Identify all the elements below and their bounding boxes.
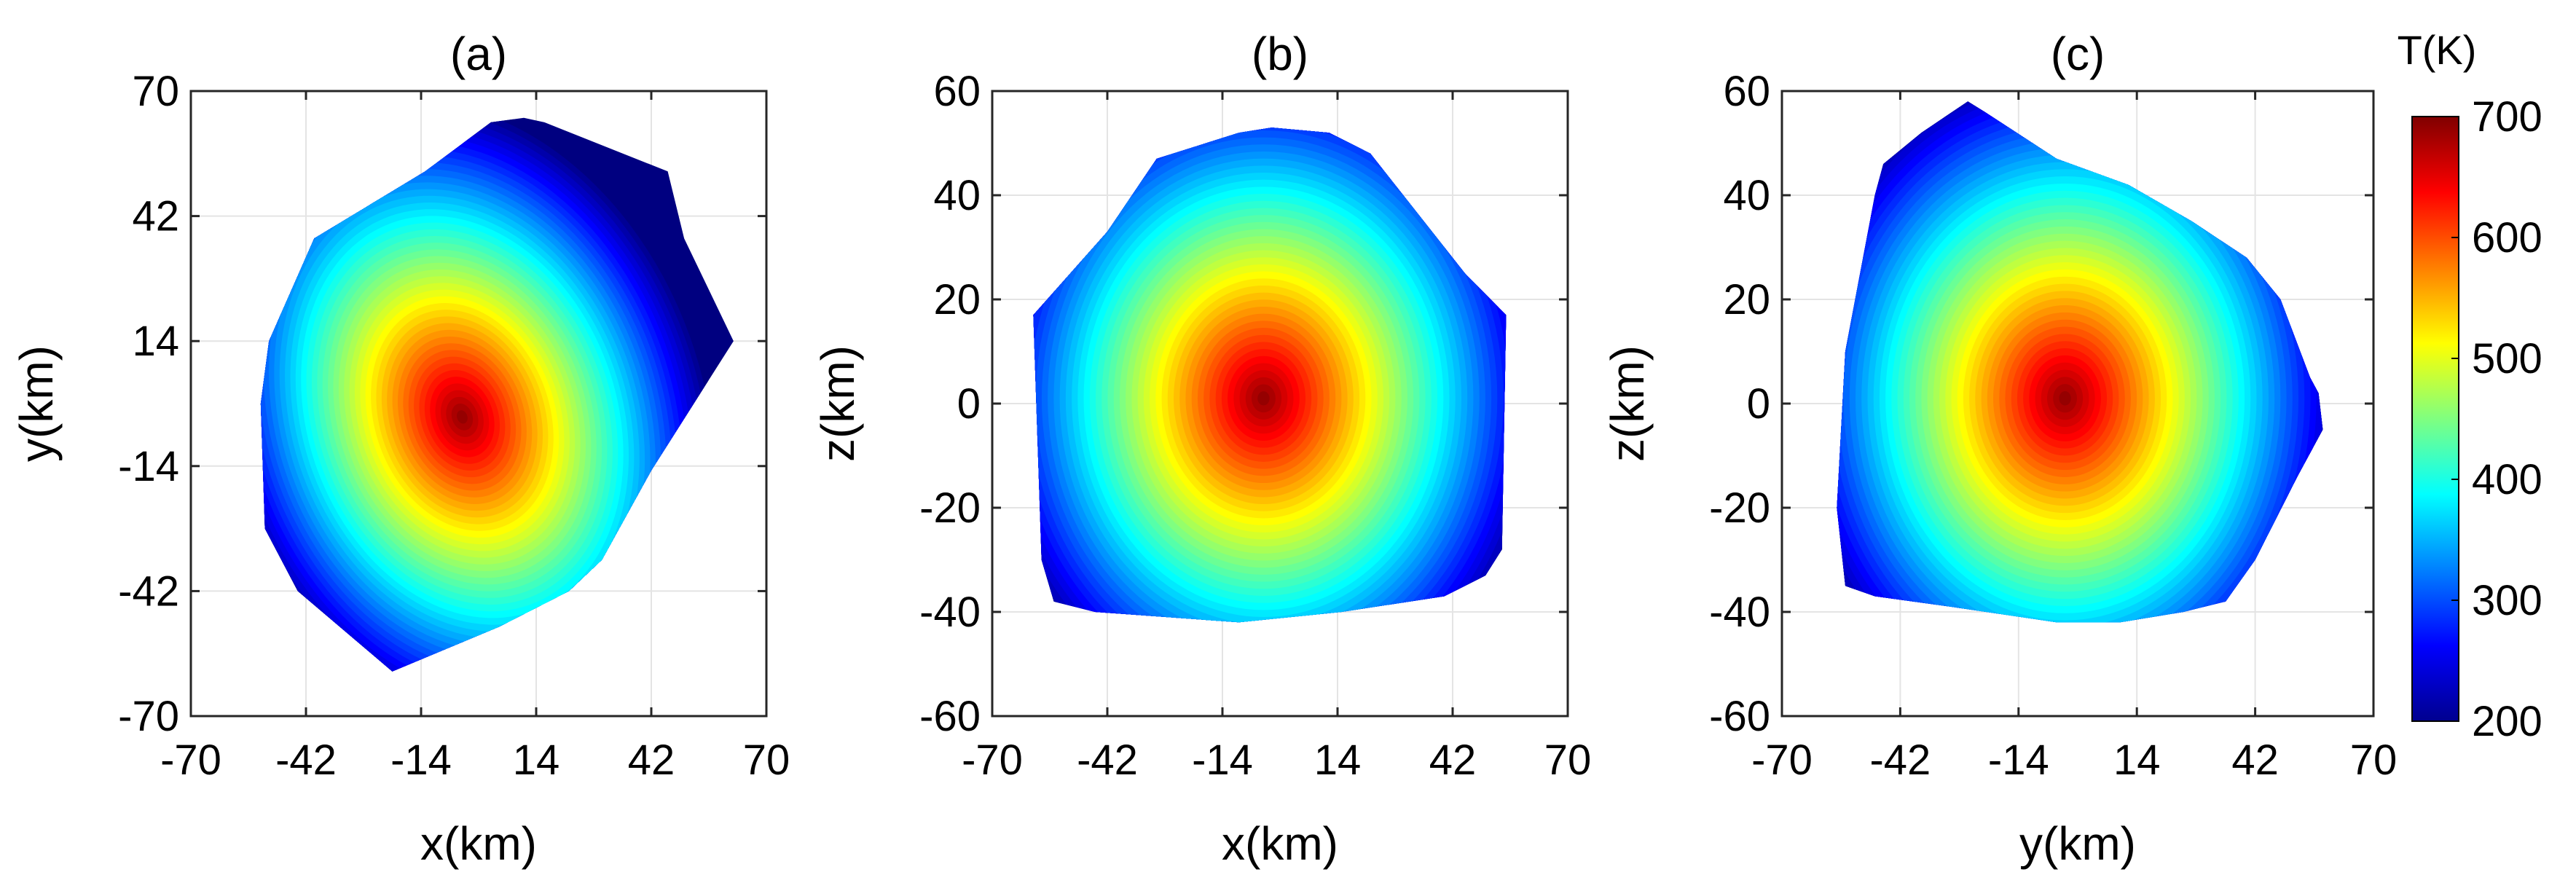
isotherm-band	[1257, 391, 1270, 406]
colorbar: T(K) 200 300 400 500 600 700	[2398, 27, 2542, 745]
x-tick-label: 42	[1429, 736, 1477, 784]
temperature-field	[260, 117, 734, 672]
colorbar-tick-label: 600	[2472, 214, 2542, 262]
y-tick-label: -60	[919, 693, 981, 740]
x-tick-label: -42	[1077, 736, 1138, 784]
y-tick-label: 20	[933, 276, 981, 323]
temperature-field	[1837, 101, 2323, 623]
y-tick-label: 0	[1747, 380, 1770, 428]
y-tick-label: 42	[132, 193, 179, 240]
y-tick-label: -40	[1709, 589, 1770, 636]
colorbar-title: T(K)	[2398, 27, 2477, 73]
x-axis-label: y(km)	[2019, 817, 2136, 870]
colorbar-tick-label: 700	[2472, 93, 2542, 141]
y-tick-label: 60	[1723, 68, 1770, 115]
x-tick-label: -42	[1869, 736, 1931, 784]
x-tick-label: -14	[390, 736, 452, 784]
y-tick-label: 20	[1723, 276, 1770, 323]
colorbar-tick-label: 500	[2472, 335, 2542, 382]
isotherm-band	[457, 410, 468, 424]
x-tick-label: 14	[513, 736, 560, 784]
x-axis-label: x(km)	[420, 817, 537, 870]
colorbar-gradient	[2411, 116, 2459, 722]
y-tick-label: 40	[1723, 172, 1770, 219]
axes-frame	[189, 90, 768, 718]
y-tick-label: -42	[118, 567, 179, 615]
x-tick-label: 42	[628, 736, 675, 784]
y-axis-label: y(km)	[10, 345, 63, 462]
colorbar-tick-label: 300	[2472, 577, 2542, 624]
colorbar-tick-label: 400	[2472, 456, 2542, 503]
x-tick-label: -70	[160, 736, 221, 784]
y-tick-label: 60	[933, 68, 981, 115]
x-tick-label: -70	[1751, 736, 1813, 784]
y-axis-label: z(km)	[812, 345, 864, 462]
panel-title: (c)	[2051, 28, 2105, 80]
temperature-field	[1033, 127, 1507, 623]
x-tick-label: -14	[1988, 736, 2049, 784]
x-tick-label: 70	[1544, 736, 1592, 784]
isotherm-band	[2059, 391, 2071, 406]
x-tick-label: 42	[2231, 736, 2279, 784]
y-tick-label: 14	[132, 318, 179, 365]
y-axis-label: z(km)	[1601, 345, 1654, 462]
y-tick-label: -40	[919, 589, 981, 636]
x-tick-label: -14	[1192, 736, 1253, 784]
y-tick-label: 70	[132, 68, 179, 115]
y-tick-label: 0	[957, 380, 981, 428]
x-tick-label: 14	[2113, 736, 2161, 784]
y-tick-label: -20	[919, 484, 981, 532]
panel-title: (a)	[450, 28, 507, 80]
panel-title: (b)	[1252, 28, 1308, 80]
x-tick-label: 70	[743, 736, 790, 784]
colorbar-tick-label: 200	[2472, 698, 2542, 745]
panel-a: -70 -42 -14 14 42 70 -70 -42 -14 14 42 70 (a) x(km) y(…	[10, 28, 790, 870]
y-tick-label: -14	[118, 443, 179, 490]
panel-b: -70 -42 -14 14 42 70 -60 -40 -20 0 20 40 60 (b) x(km) z…	[812, 28, 1591, 870]
y-tick-label: -70	[118, 693, 179, 740]
y-tick-label: -60	[1709, 693, 1770, 740]
x-tick-label: -70	[962, 736, 1023, 784]
panel-c: -70 -42 -14 14 42 70 -60 -40 -20 0 20 40 60 (c) y(km) z…	[1601, 28, 2397, 870]
x-tick-label: -42	[275, 736, 337, 784]
x-tick-label: 14	[1314, 736, 1362, 784]
y-tick-label: 40	[933, 172, 981, 219]
x-tick-label: 70	[2350, 736, 2398, 784]
x-axis-label: x(km)	[1222, 817, 1338, 870]
y-tick-label: -20	[1709, 484, 1770, 532]
